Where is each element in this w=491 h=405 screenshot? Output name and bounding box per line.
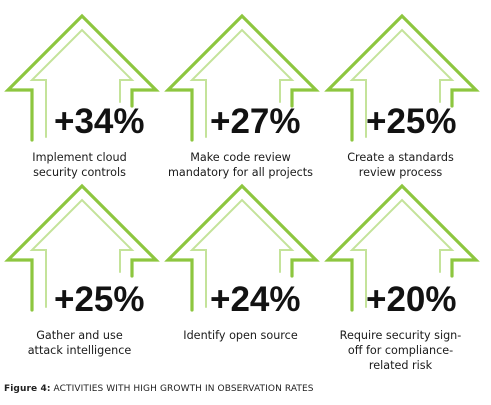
activity-tile: +20% (322, 172, 482, 357)
arrow-up-outline-icon (324, 13, 480, 142)
percent-value: +20% (366, 280, 457, 319)
activity-label: Make code review mandatory for all proje… (167, 151, 314, 179)
activity-tile: +34% (2, 2, 162, 187)
activities-grid: +34% Implement cloud security controls +… (2, 2, 482, 372)
arrow-up-outline-icon (164, 183, 320, 312)
activity-label: Gather and use attack intelligence (27, 329, 132, 357)
arrow-up-outline-icon (4, 13, 160, 142)
activity-tile: +24% (162, 172, 322, 357)
percent-value: +25% (366, 102, 457, 141)
activity-label: Create a standards review process (347, 151, 454, 179)
figure-caption-text: ACTIVITIES WITH HIGH GROWTH IN OBSERVATI… (53, 384, 314, 394)
percent-value: +27% (210, 102, 301, 141)
activity-label: Require security sign- off for complianc… (339, 329, 462, 372)
percent-value: +25% (54, 280, 145, 319)
activity-label: Implement cloud security controls (32, 151, 127, 179)
activity-label: Identify open source (183, 329, 298, 342)
activity-tile: +25% (2, 172, 162, 357)
percent-value: +34% (54, 102, 145, 141)
arrow-up-outline-icon (4, 183, 160, 312)
figure-caption-prefix: Figure 4: (4, 384, 51, 394)
activity-tile: +27% (162, 2, 322, 187)
activity-tile: +25% (322, 2, 482, 187)
percent-value: +24% (210, 280, 301, 319)
arrow-up-outline-icon (164, 13, 320, 142)
arrow-up-outline-icon (324, 183, 480, 312)
figure-caption: Figure 4: ACTIVITIES WITH HIGH GROWTH IN… (4, 384, 314, 394)
